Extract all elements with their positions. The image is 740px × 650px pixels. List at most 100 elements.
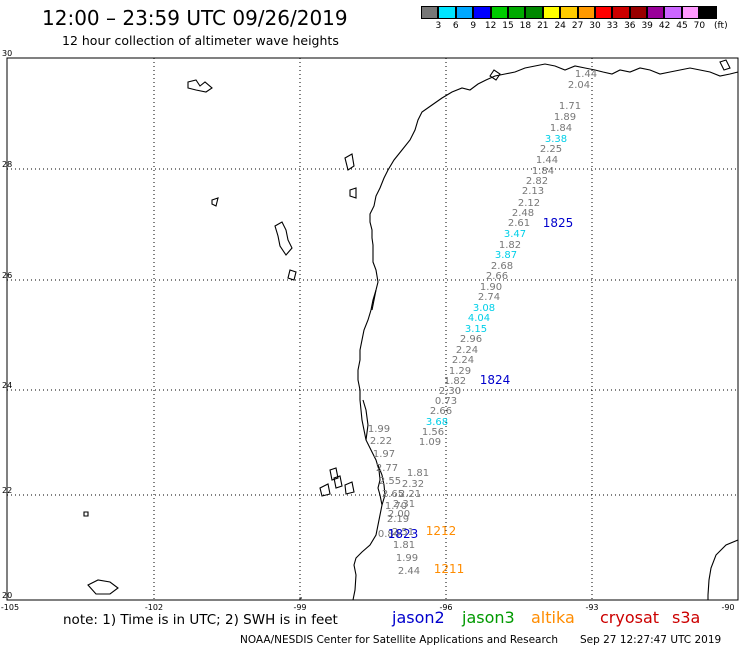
swh-reading: 2.30 <box>439 386 461 397</box>
wave-height-color-scale <box>421 6 717 19</box>
scale-label: 70 <box>693 21 706 31</box>
scale-label: 24 <box>554 21 566 31</box>
scale-label: 45 <box>676 21 688 31</box>
swh-reading: 2.00 <box>388 509 410 520</box>
swh-reading: 2.96 <box>460 334 482 345</box>
swh-reading: 1.71 <box>559 101 581 112</box>
swh-reading: 2.82 <box>526 176 548 187</box>
swh-reading: 3.68 <box>426 417 448 428</box>
mission-label-jason3: jason3 <box>462 608 515 627</box>
pass-id-label: 1824 <box>480 373 511 387</box>
lat-label: 22 <box>2 486 12 495</box>
swh-reading: 2.21 <box>399 489 421 500</box>
swh-reading: 1.81 <box>407 468 429 479</box>
lon-label: -96 <box>439 603 452 612</box>
lon-label: -105 <box>1 603 19 612</box>
swh-readings: 1.442.041.711.891.843.382.251.441.842.82… <box>368 69 597 577</box>
swh-reading: 2.68 <box>491 261 513 272</box>
swh-reading: 2.66 <box>486 271 508 282</box>
scale-swatch <box>699 6 717 19</box>
scale-label: 33 <box>606 21 619 31</box>
swh-reading: 1.90 <box>480 282 502 293</box>
scale-label: 9 <box>470 21 477 31</box>
footer-note: note: 1) Time is in UTC; 2) SWH is in fe… <box>63 612 338 628</box>
map-frame <box>6 57 739 601</box>
pass-id-label: 1212 <box>426 524 457 538</box>
swh-reading: 1.89 <box>554 112 576 123</box>
swh-reading: 2.55 <box>379 476 401 487</box>
color-scale-labels: 3 6 9 12 15 18 21 24 27 30 33 36 39 42 45 70 (ft) <box>421 21 740 33</box>
lon-label: -99 <box>293 603 306 612</box>
scale-swatch <box>421 6 439 19</box>
swh-reading: 1.56 <box>422 427 444 438</box>
lat-label: 28 <box>2 160 12 169</box>
lat-lon-grid <box>7 58 738 600</box>
swh-reading: 1.70 <box>385 501 407 512</box>
scale-swatch <box>647 6 665 19</box>
scale-label: 30 <box>589 21 601 31</box>
map-title: 12:00 – 23:59 UTC 09/26/2019 <box>42 6 348 30</box>
swh-reading: 2.12 <box>518 198 540 209</box>
swh-reading: 2.22 <box>370 436 392 447</box>
swh-reading: 1.44 <box>536 155 558 166</box>
swh-reading: 2.24 <box>452 355 474 366</box>
scale-swatch <box>542 6 561 19</box>
swh-reading: 2.32 <box>402 479 424 490</box>
scale-swatch <box>629 6 648 19</box>
swh-reading: 1.09 <box>419 437 441 448</box>
swh-reading: 1.84 <box>550 123 572 134</box>
swh-reading: 2.13 <box>522 186 544 197</box>
scale-swatch <box>473 6 491 19</box>
credit-line: NOAA/NESDIS Center for Satellite Applica… <box>240 634 558 646</box>
scale-label: 42 <box>658 21 671 31</box>
swh-reading: 3.38 <box>545 134 567 145</box>
mission-label-altika: altika <box>531 608 575 627</box>
longitude-labels: -105 -102 -99 -96 -93 -90 <box>1 603 735 612</box>
lon-label: -102 <box>145 603 163 612</box>
swh-reading: 2.51 <box>392 527 414 538</box>
scale-label: 3 <box>435 21 442 31</box>
swh-reading: 1.99 <box>396 553 418 564</box>
swh-reading: 3.47 <box>504 229 526 240</box>
swh-reading: 2.31 <box>393 499 415 510</box>
scale-swatch <box>455 6 474 19</box>
swh-reading: 2.25 <box>540 144 562 155</box>
scale-swatch <box>594 6 613 19</box>
scale-swatch <box>525 6 543 19</box>
scale-label: 15 <box>502 21 514 31</box>
scale-swatch <box>664 6 682 19</box>
scale-label: 12 <box>484 21 497 31</box>
swh-reading: 3.15 <box>465 324 487 335</box>
swh-reading: 2.04 <box>568 80 590 91</box>
swh-reading: 2.65 <box>382 489 404 500</box>
swh-reading: 1.84 <box>532 166 554 177</box>
generation-timestamp: Sep 27 12:27:47 UTC 2019 <box>580 634 722 646</box>
swh-reading: 1.44 <box>575 69 597 80</box>
lat-label: 26 <box>2 271 12 280</box>
scale-label: 39 <box>641 21 653 31</box>
scale-swatch <box>612 6 630 19</box>
swh-reading: 4.04 <box>468 313 490 324</box>
swh-reading: 1.82 <box>444 376 466 387</box>
scale-label: 36 <box>624 21 636 31</box>
mission-label-cryosat: cryosat <box>600 608 660 627</box>
swh-reading: 2.44 <box>398 566 420 577</box>
scale-swatch <box>681 6 700 19</box>
lat-label: 30 <box>2 49 12 58</box>
mission-label-jason2: jason2 <box>392 608 445 627</box>
swh-reading: 2.66 <box>430 406 452 417</box>
scale-label: 6 <box>452 21 459 31</box>
coastline <box>83 59 739 601</box>
scale-label: 21 <box>537 21 549 31</box>
swh-reading: 0.84 <box>378 529 400 540</box>
scale-label: 27 <box>571 21 584 31</box>
pass-id-label: 1823 <box>388 527 419 541</box>
scale-swatch <box>507 6 526 19</box>
scale-label: (ft) <box>714 21 728 31</box>
scale-swatch <box>577 6 595 19</box>
mission-label-s3a: s3a <box>672 608 701 627</box>
swh-reading: 1.82 <box>499 240 521 251</box>
lon-label: -90 <box>721 603 734 612</box>
scale-swatch <box>438 6 456 19</box>
